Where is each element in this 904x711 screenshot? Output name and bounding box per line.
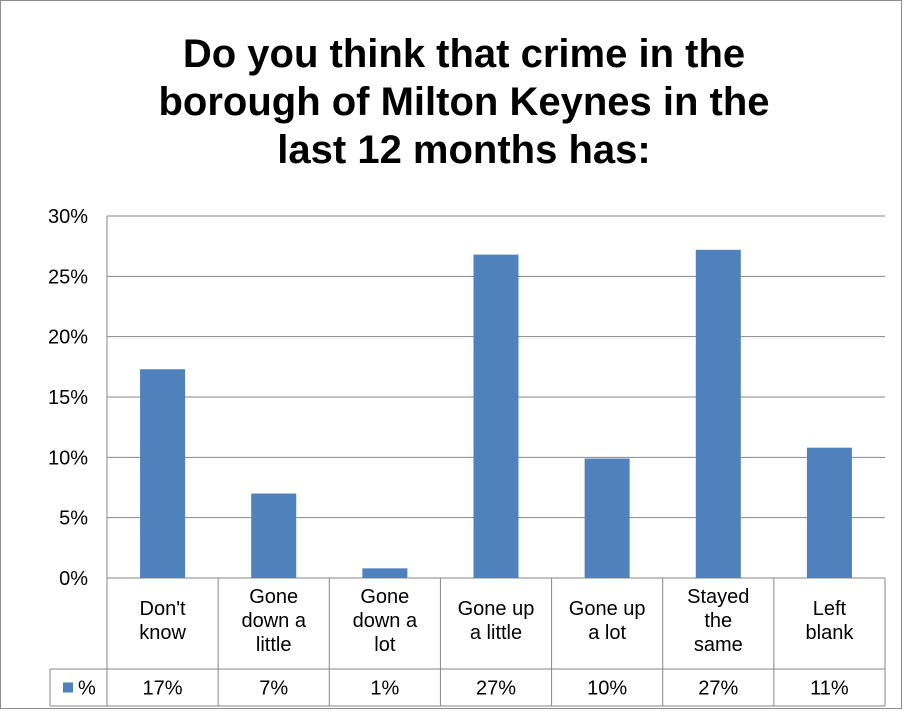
data-table-value: 27% bbox=[698, 678, 738, 700]
bar bbox=[695, 249, 741, 578]
category-label: Left blank bbox=[806, 598, 855, 644]
y-tick-label: 20% bbox=[48, 327, 88, 349]
chart-title: Do you think that crime in the borough o… bbox=[158, 32, 770, 172]
category-label: Gone up a lot bbox=[569, 598, 646, 644]
y-tick-label: 10% bbox=[48, 447, 88, 469]
y-tick-label: 0% bbox=[59, 568, 88, 590]
bar bbox=[584, 458, 630, 578]
bar bbox=[362, 568, 408, 578]
legend-swatch bbox=[63, 682, 73, 693]
y-tick-label: 25% bbox=[48, 266, 88, 288]
bar bbox=[140, 369, 186, 578]
data-table-value: 17% bbox=[143, 678, 183, 700]
y-tick-label: 30% bbox=[48, 206, 88, 228]
category-label: Don't know bbox=[139, 598, 186, 644]
y-tick-label: 5% bbox=[59, 508, 88, 530]
y-tick-label: 15% bbox=[48, 387, 88, 409]
category-label: Gone up a little bbox=[458, 598, 535, 644]
bar bbox=[473, 254, 519, 578]
bar bbox=[251, 493, 297, 578]
legend-series-label: % bbox=[78, 678, 96, 700]
data-table-value: 7% bbox=[259, 678, 288, 700]
category-label: Gone down a lot bbox=[353, 586, 418, 656]
data-table-value: 11% bbox=[810, 678, 849, 700]
data-table-value: 10% bbox=[587, 678, 627, 700]
data-table-value: 27% bbox=[476, 678, 516, 700]
data-table-value: 1% bbox=[370, 678, 399, 700]
category-label: Stayed the same bbox=[687, 586, 749, 656]
bar bbox=[806, 447, 852, 578]
category-label: Gone down a little bbox=[241, 586, 306, 656]
